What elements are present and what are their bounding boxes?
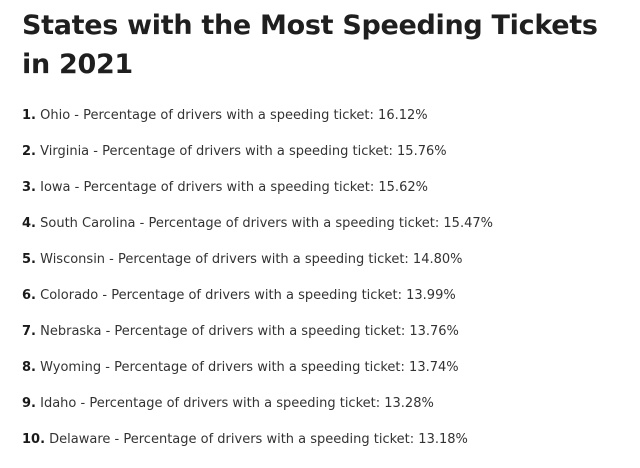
ranked-list: 1. Ohio - Percentage of drivers with a s… [22, 106, 634, 466]
list-item: 7. Nebraska - Percentage of drivers with… [22, 322, 634, 358]
list-item-rank: 4. [22, 216, 36, 231]
list-item: 9. Idaho - Percentage of drivers with a … [22, 394, 634, 430]
list-item-rank: 1. [22, 108, 36, 123]
list-item-text: Wisconsin - Percentage of drivers with a… [40, 252, 463, 267]
article: States with the Most Speeding Tickets in… [22, 0, 634, 447]
list-item: 3. Iowa - Percentage of drivers with a s… [22, 178, 634, 214]
list-item-rank: 8. [22, 360, 36, 375]
list-item: 10. Delaware - Percentage of drivers wit… [22, 430, 634, 466]
list-item-text: Iowa - Percentage of drivers with a spee… [40, 180, 428, 195]
list-item: 5. Wisconsin - Percentage of drivers wit… [22, 250, 634, 286]
list-item-rank: 6. [22, 288, 36, 303]
list-item-text: Virginia - Percentage of drivers with a … [40, 144, 447, 159]
list-item-rank: 9. [22, 396, 36, 411]
list-item: 4. South Carolina - Percentage of driver… [22, 214, 634, 250]
list-item-text: Wyoming - Percentage of drivers with a s… [40, 360, 459, 375]
list-item-text: Delaware - Percentage of drivers with a … [49, 432, 468, 447]
list-item: 2. Virginia - Percentage of drivers with… [22, 142, 634, 178]
list-item-rank: 3. [22, 180, 36, 195]
list-item-text: Idaho - Percentage of drivers with a spe… [40, 396, 434, 411]
list-item-rank: 7. [22, 324, 36, 339]
list-item-rank: 5. [22, 252, 36, 267]
list-item: 6. Colorado - Percentage of drivers with… [22, 286, 634, 322]
list-item-rank: 10. [22, 432, 46, 447]
list-item: 8. Wyoming - Percentage of drivers with … [22, 358, 634, 394]
list-item-text: Nebraska - Percentage of drivers with a … [40, 324, 459, 339]
list-item-text: Colorado - Percentage of drivers with a … [40, 288, 456, 303]
list-item-text: Ohio - Percentage of drivers with a spee… [40, 108, 428, 123]
list-item-text: South Carolina - Percentage of drivers w… [40, 216, 493, 231]
list-item-rank: 2. [22, 144, 36, 159]
list-item: 1. Ohio - Percentage of drivers with a s… [22, 106, 634, 142]
page-title: States with the Most Speeding Tickets in… [22, 10, 598, 80]
